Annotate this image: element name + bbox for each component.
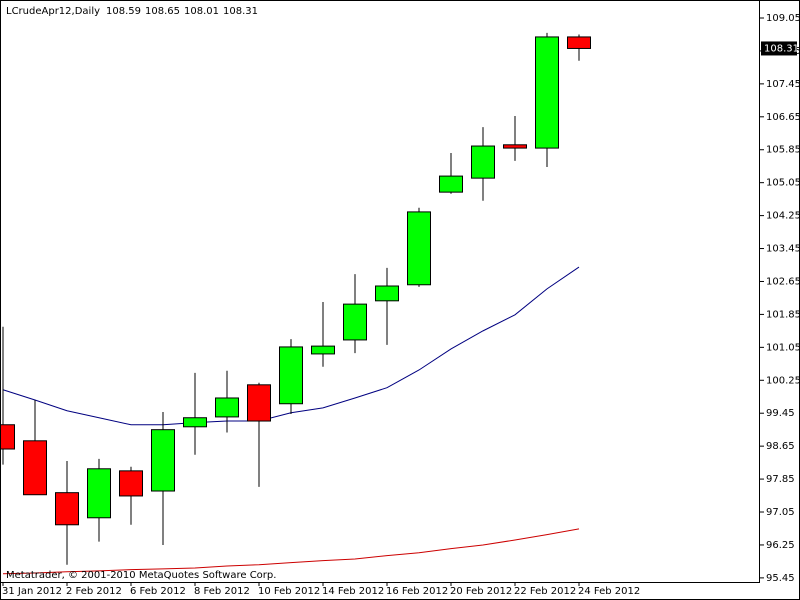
candle-body bbox=[567, 36, 591, 49]
x-tick-label: 10 Feb 2012 bbox=[258, 586, 320, 597]
x-tick-label: 24 Feb 2012 bbox=[578, 586, 640, 597]
candle-body bbox=[215, 397, 239, 418]
y-tick-label: 101.05 bbox=[766, 342, 800, 353]
candle-body bbox=[279, 346, 303, 405]
candle-body bbox=[151, 429, 175, 492]
candle-body bbox=[55, 492, 79, 526]
y-tick-label: 97.05 bbox=[766, 507, 795, 518]
ohlc-high: 108.65 bbox=[145, 6, 180, 17]
y-tick-label: 100.25 bbox=[766, 375, 800, 386]
candle-body bbox=[87, 468, 111, 519]
ohlc-open: 108.59 bbox=[106, 6, 141, 17]
candle-body bbox=[375, 285, 399, 302]
candle-body bbox=[119, 470, 143, 497]
x-tick-label: 2 Feb 2012 bbox=[66, 586, 122, 597]
y-tick-label: 95.45 bbox=[766, 573, 795, 584]
y-tick-label: 98.65 bbox=[766, 441, 795, 452]
price-marker bbox=[761, 41, 797, 56]
x-tick-label: 20 Feb 2012 bbox=[450, 586, 512, 597]
candle-body bbox=[311, 345, 335, 355]
candle-body bbox=[1, 424, 15, 450]
plot-frame bbox=[0, 0, 760, 583]
y-tick-label: 104.25 bbox=[766, 211, 800, 222]
x-tick-label: 14 Feb 2012 bbox=[322, 586, 384, 597]
y-tick-label: 105.05 bbox=[766, 178, 800, 189]
x-tick-label: 8 Feb 2012 bbox=[194, 586, 250, 597]
x-tick-label: 16 Feb 2012 bbox=[386, 586, 448, 597]
candle-body bbox=[407, 211, 431, 286]
y-tick-label: 99.45 bbox=[766, 408, 795, 419]
candle-body bbox=[503, 144, 527, 149]
price-label: 108.31 bbox=[764, 43, 799, 54]
ohlc-close: 108.31 bbox=[223, 6, 258, 17]
y-tick-label: 105.85 bbox=[766, 145, 800, 156]
y-tick-label: 96.25 bbox=[766, 540, 795, 551]
candle-body bbox=[439, 175, 463, 193]
candle-body bbox=[23, 440, 47, 496]
y-tick-label: 102.65 bbox=[766, 276, 800, 287]
candle-body bbox=[471, 145, 495, 179]
candle-body bbox=[247, 384, 271, 422]
candle-body bbox=[535, 36, 559, 149]
y-tick-label: 97.85 bbox=[766, 474, 795, 485]
moving-average bbox=[2, 528, 580, 575]
x-tick-label: 22 Feb 2012 bbox=[514, 586, 576, 597]
y-tick-label: 101.85 bbox=[766, 309, 800, 320]
footer: Metatrader, © 2001-2010 MetaQuotes Softw… bbox=[6, 570, 276, 581]
plot-area bbox=[1, 32, 591, 575]
y-tick-label: 109.05 bbox=[766, 13, 800, 24]
chart-title: LCrudeApr12,Daily 108.59 108.65 108.01 108.3… bbox=[6, 6, 258, 17]
y-tick-label: 106.65 bbox=[766, 112, 800, 123]
candle-body bbox=[183, 417, 207, 428]
candle-body bbox=[343, 303, 367, 341]
y-tick-label: 107.45 bbox=[766, 79, 800, 90]
y-tick-label: 103.45 bbox=[766, 244, 800, 255]
ohlc-low: 108.01 bbox=[184, 6, 219, 17]
symbol: LCrudeApr12,Daily bbox=[6, 6, 100, 17]
x-tick-label: 6 Feb 2012 bbox=[130, 586, 186, 597]
x-tick-label: 31 Jan 2012 bbox=[2, 586, 62, 597]
